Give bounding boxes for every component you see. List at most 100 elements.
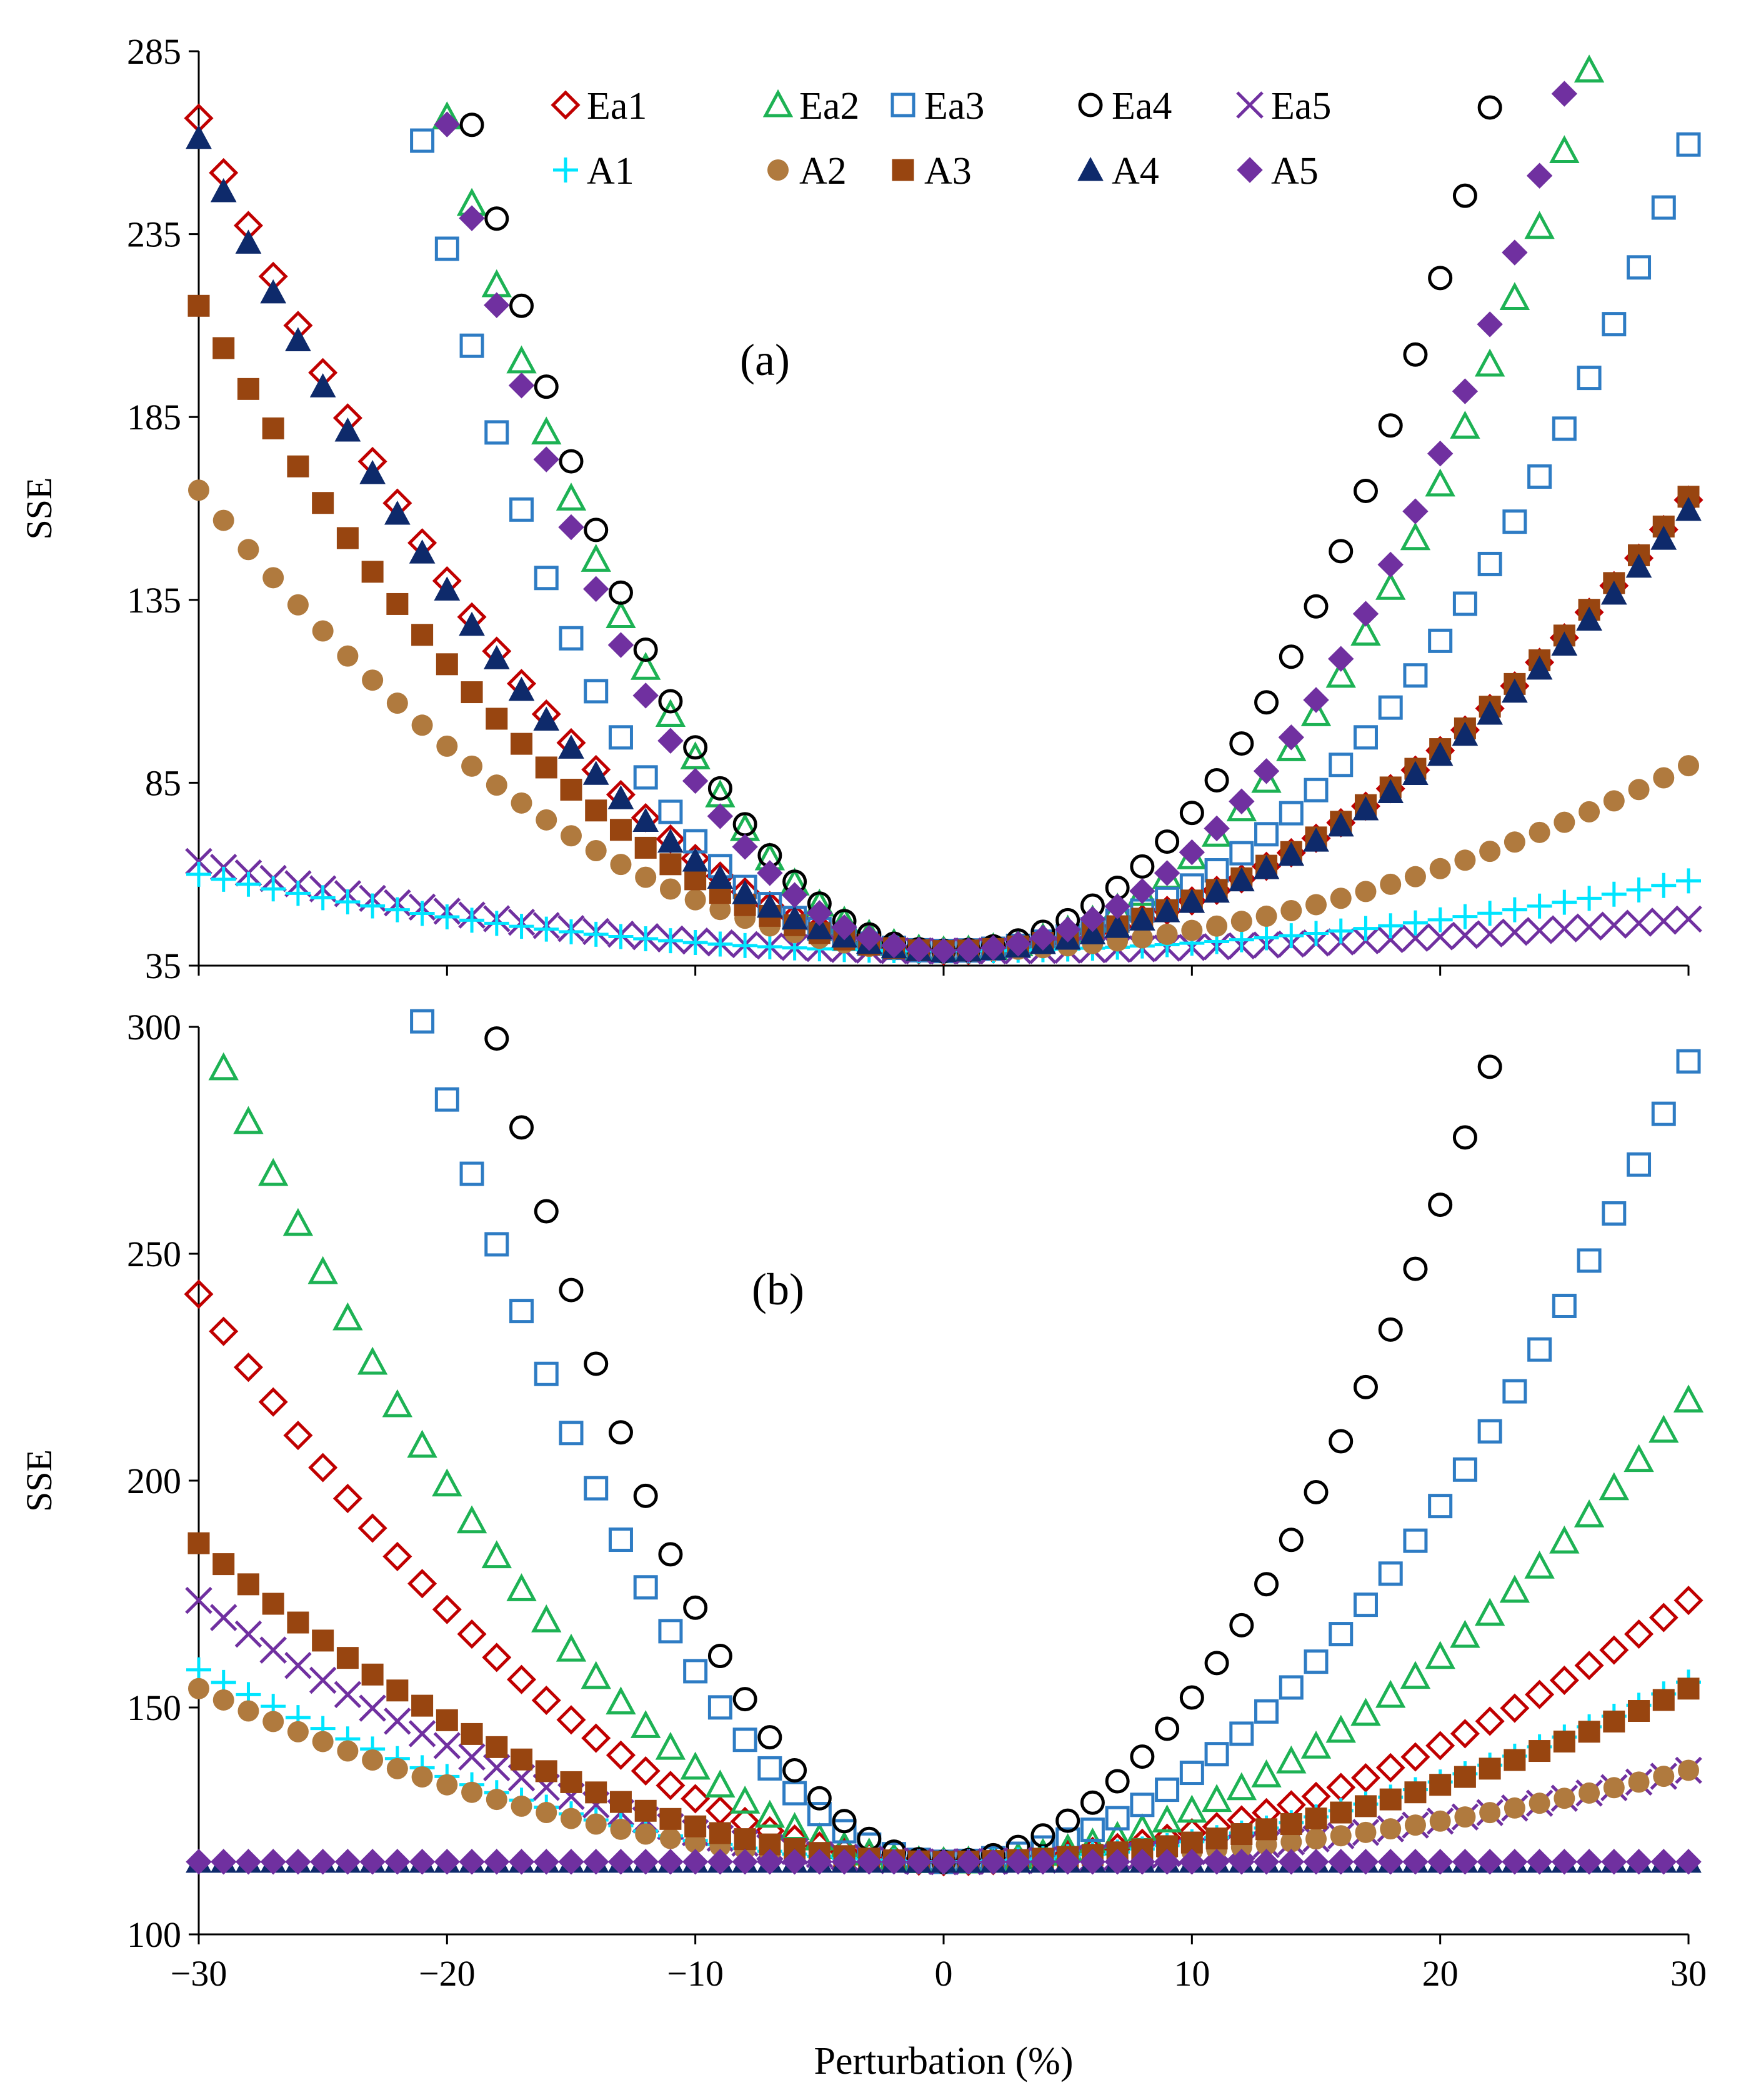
data-point-Ea2 bbox=[1350, 1698, 1381, 1726]
data-point-A3 bbox=[212, 1553, 235, 1576]
data-point-A5 bbox=[533, 1849, 559, 1875]
data-point-A5 bbox=[1179, 839, 1205, 866]
data-point-Ea1 bbox=[407, 1569, 437, 1599]
data-point-Ea4 bbox=[534, 1199, 559, 1224]
data-point-Ea3 bbox=[1552, 416, 1577, 441]
data-point-A5 bbox=[508, 372, 535, 399]
data-point-A2 bbox=[1280, 900, 1302, 922]
data-points-b bbox=[184, 1009, 1704, 1877]
data-point-Ea2 bbox=[1673, 1384, 1704, 1412]
data-point-Ea3 bbox=[658, 1619, 683, 1644]
data-point-A3 bbox=[411, 1694, 434, 1717]
data-point-Ea2 bbox=[1425, 1641, 1455, 1669]
data-point-A5 bbox=[1253, 758, 1280, 784]
data-point-A2 bbox=[337, 645, 359, 667]
data-point-Ea1 bbox=[705, 1796, 735, 1826]
data-point-A1 bbox=[434, 904, 460, 930]
data-point-A5 bbox=[1104, 1849, 1130, 1875]
data-point-Ea3 bbox=[1329, 1622, 1354, 1647]
data-point-Ea3 bbox=[1676, 132, 1701, 157]
data-point-A3 bbox=[1603, 1710, 1625, 1732]
data-point-A4 bbox=[1427, 741, 1454, 766]
data-point-Ea4 bbox=[1279, 1528, 1304, 1552]
data-point-Ea5 bbox=[1377, 926, 1404, 953]
data-point-A1 bbox=[657, 928, 683, 954]
data-point-Ea5 bbox=[1402, 924, 1429, 952]
data-point-Ea4 bbox=[509, 293, 534, 318]
data-point-Ea2 bbox=[1499, 1574, 1530, 1603]
data-point-A5 bbox=[434, 1849, 461, 1875]
data-point-Ea5 bbox=[384, 1708, 411, 1735]
data-point-Ea2 bbox=[1152, 1804, 1182, 1832]
data-point-A5 bbox=[930, 938, 957, 964]
data-point-A5 bbox=[1054, 1849, 1081, 1875]
data-point-A5 bbox=[955, 1849, 982, 1875]
data-point-A1 bbox=[1477, 901, 1503, 926]
data-point-Ea4 bbox=[1403, 342, 1428, 367]
data-point-Ea3 bbox=[1155, 1778, 1180, 1802]
data-point-Ea4 bbox=[1254, 1572, 1279, 1597]
data-point-A5 bbox=[831, 914, 857, 941]
data-point-A3 bbox=[287, 1611, 309, 1634]
data-point-A3 bbox=[287, 455, 309, 478]
data-point-Ea1 bbox=[209, 1316, 239, 1346]
data-point-A5 bbox=[459, 1849, 485, 1875]
data-point-A1 bbox=[608, 924, 634, 949]
data-point-A5 bbox=[1452, 378, 1479, 404]
data-point-Ea2 bbox=[1524, 211, 1555, 239]
data-point-A3 bbox=[535, 1760, 557, 1782]
data-point-A4 bbox=[459, 611, 485, 636]
data-point-Ea3 bbox=[608, 725, 633, 750]
data-point-A2 bbox=[386, 692, 408, 714]
data-point-Ea3 bbox=[1304, 778, 1329, 802]
data-point-Ea4 bbox=[1329, 539, 1354, 564]
data-point-A5 bbox=[1352, 1849, 1379, 1875]
data-point-Ea1 bbox=[1549, 1665, 1579, 1695]
data-point-Ea4 bbox=[1179, 801, 1204, 826]
legend-marker-Ea2 bbox=[762, 89, 794, 118]
data-point-A5 bbox=[1328, 646, 1354, 672]
data-point-A5 bbox=[508, 1849, 535, 1875]
data-point-A5 bbox=[1502, 1849, 1528, 1875]
data-point-A4 bbox=[1600, 580, 1627, 605]
data-point-Ea3 bbox=[1080, 1818, 1105, 1842]
data-point-A3 bbox=[187, 294, 210, 317]
data-point-A2 bbox=[1156, 923, 1178, 945]
data-point-A3 bbox=[237, 1573, 259, 1596]
data-point-A2 bbox=[237, 1700, 259, 1722]
data-point-Ea1 bbox=[1599, 1635, 1629, 1665]
data-point-A2 bbox=[486, 774, 507, 796]
data-point-Ea2 bbox=[481, 1540, 512, 1569]
data-point-A5 bbox=[781, 882, 808, 908]
data-point-Ea1 bbox=[581, 1723, 611, 1753]
data-point-A1 bbox=[459, 908, 485, 933]
data-point-A5 bbox=[657, 728, 684, 754]
series-Ea4-b bbox=[484, 1026, 1502, 1874]
data-point-Ea2 bbox=[631, 1710, 661, 1738]
data-point-A4 bbox=[1104, 914, 1130, 938]
data-point-Ea2 bbox=[332, 1302, 363, 1331]
data-point-A5 bbox=[1650, 1849, 1677, 1875]
data-point-A5 bbox=[1551, 81, 1578, 107]
data-point-Ea5 bbox=[1525, 917, 1554, 944]
data-point-A4 bbox=[1402, 761, 1429, 786]
data-point-Ea2 bbox=[357, 1346, 388, 1375]
data-point-A4 bbox=[483, 645, 510, 669]
data-point-A2 bbox=[1579, 1782, 1600, 1804]
data-point-A2 bbox=[1131, 927, 1153, 949]
data-point-A2 bbox=[1678, 1759, 1699, 1781]
data-point-A3 bbox=[336, 1647, 359, 1669]
data-point-Ea2 bbox=[1524, 1551, 1555, 1579]
data-point-A4 bbox=[1179, 889, 1205, 913]
data-point-A5 bbox=[558, 514, 584, 541]
data-point-Ea3 bbox=[757, 1756, 782, 1781]
data-point-A4 bbox=[1551, 631, 1578, 656]
data-point-A3 bbox=[634, 836, 657, 859]
data-point-Ea3 bbox=[1353, 1592, 1378, 1618]
data-point-A5 bbox=[1129, 1849, 1155, 1875]
data-point-Ea3 bbox=[832, 1819, 857, 1844]
data-point-A5 bbox=[607, 632, 634, 658]
data-point-Ea2 bbox=[1400, 1661, 1431, 1689]
data-point-Ea3 bbox=[534, 566, 559, 591]
data-point-A5 bbox=[1352, 601, 1379, 627]
